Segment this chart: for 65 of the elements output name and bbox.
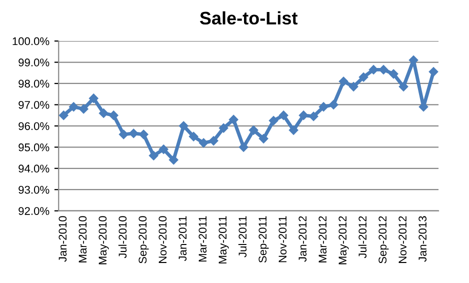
x-tick-label: Jan-2011: [178, 216, 187, 262]
point: [98, 108, 108, 118]
point: [268, 116, 278, 126]
x-tick-label: Jan-2012: [298, 216, 307, 262]
x-tick-label: Mar-2011: [198, 216, 207, 262]
y-tick-label: 98.0%: [18, 80, 50, 88]
point: [168, 155, 178, 165]
point: [378, 65, 388, 74]
y-tick-label: 96.0%: [18, 122, 50, 130]
point: [118, 130, 128, 140]
point: [388, 69, 398, 79]
x-tick-label: Nov-2010: [158, 216, 167, 263]
y-tick-label: 100.0%: [12, 37, 50, 46]
point: [158, 144, 168, 154]
point: [248, 126, 258, 135]
point: [298, 110, 308, 120]
x-tick-label: Nov-2012: [398, 216, 407, 263]
point: [68, 102, 78, 112]
point: [368, 65, 378, 74]
x-tick-label: Jul-2011: [238, 216, 247, 258]
x-tick-label: Sep-2010: [138, 216, 149, 264]
x-tick-label: May-2012: [338, 216, 349, 264]
x-tick-label: Jul-2010: [118, 216, 127, 258]
point: [188, 132, 198, 142]
point: [358, 72, 368, 82]
point: [308, 112, 318, 122]
y-tick-label: 92.0%: [18, 207, 50, 215]
point: [288, 126, 298, 135]
x-tick-label: Jan-2010: [58, 216, 67, 262]
point: [59, 110, 68, 120]
point: [178, 121, 188, 131]
y-tick-label: 97.0%: [18, 100, 50, 109]
point: [128, 128, 138, 138]
x-tick-label: Jul-2012: [358, 216, 367, 258]
point: [428, 67, 438, 76]
point: [318, 102, 328, 112]
x-tick-label: Sep-2011: [258, 216, 269, 263]
chart-title: Sale-to-List: [200, 11, 298, 25]
point: [138, 130, 148, 140]
point: [328, 100, 338, 110]
point: [238, 142, 248, 152]
point: [258, 134, 268, 144]
point: [78, 104, 88, 114]
x-tick-label: Nov-2011: [278, 216, 287, 262]
y-tick-label: 94.0%: [18, 164, 50, 173]
point: [88, 94, 98, 103]
point: [278, 110, 288, 120]
point: [108, 110, 118, 120]
x-tick-label: May-2011: [218, 216, 229, 264]
point: [338, 76, 348, 86]
point: [218, 123, 228, 133]
point: [348, 82, 358, 92]
x-tick-label: May-2010: [98, 216, 109, 264]
y-tick-label: 99.0%: [18, 58, 50, 66]
x-tick-label: Mar-2012: [318, 216, 327, 262]
point: [228, 114, 238, 124]
x-tick-label: Jan-2013: [418, 216, 426, 262]
point: [148, 151, 158, 160]
x-tick-label: Sep-2012: [378, 216, 389, 264]
x-tick-label: Mar-2010: [78, 216, 87, 262]
y-tick-label: 93.0%: [18, 186, 50, 194]
point: [398, 82, 408, 92]
y-tick-label: 95.0%: [18, 143, 50, 152]
point: [198, 138, 208, 148]
point: [208, 136, 218, 146]
